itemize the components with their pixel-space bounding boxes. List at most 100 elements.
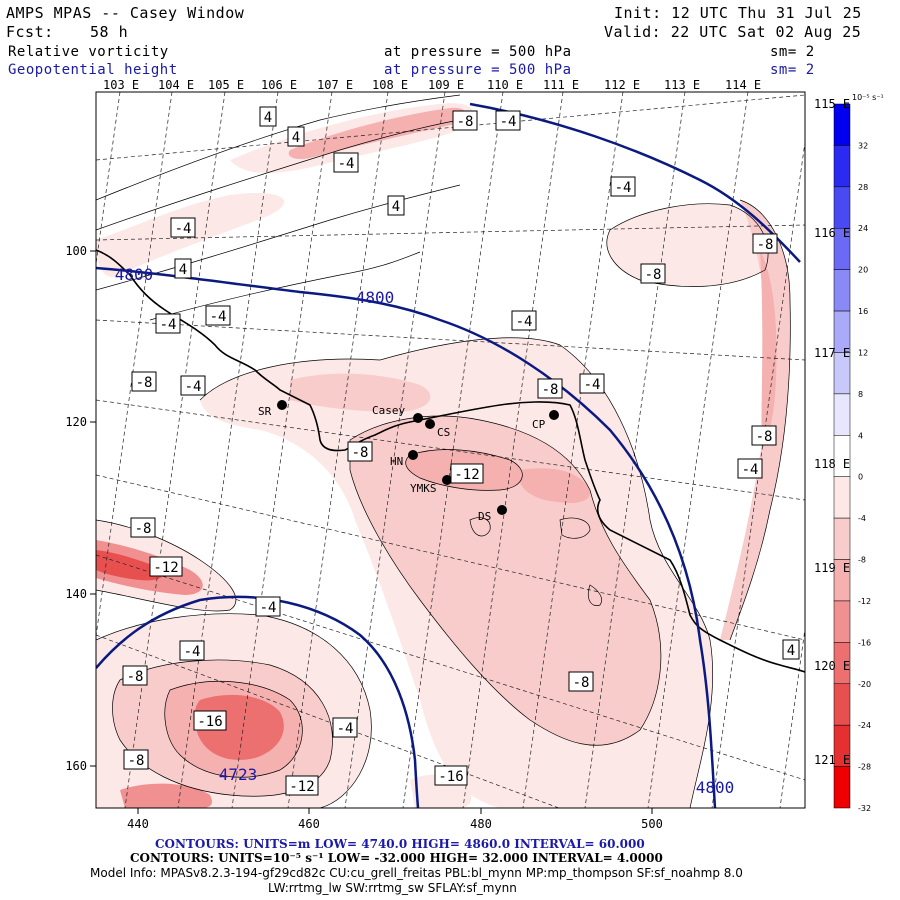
svg-text:-8: -8 bbox=[645, 267, 662, 283]
height-contour-info: CONTOURS: UNITS=m LOW= 4740.0 HIGH= 4860… bbox=[155, 837, 645, 851]
colorbar-level-label: -24 bbox=[858, 721, 871, 730]
vorticity-contour-label: -8 bbox=[537, 378, 563, 399]
colorbar-swatch bbox=[833, 476, 851, 519]
station-label: CP bbox=[532, 418, 546, 431]
vorticity-contour-label: -4 bbox=[170, 217, 196, 238]
vorticity-contour-label: -8 bbox=[751, 425, 777, 446]
svg-text:-4: -4 bbox=[338, 156, 355, 172]
vorticity-contour-label: -4 bbox=[179, 640, 205, 661]
colorbar-level-label: 4 bbox=[858, 431, 863, 440]
model-info-physics: LW:rrtmg_lw SW:rrtmg_sw SFLAY:sf_mynn bbox=[268, 881, 517, 895]
svg-text:4: 4 bbox=[392, 199, 400, 215]
svg-text:-16: -16 bbox=[438, 769, 463, 785]
svg-text:-8: -8 bbox=[756, 429, 773, 445]
vorticity-contour-label: -4 bbox=[255, 596, 281, 617]
y-tick-label: 120 bbox=[65, 415, 87, 429]
svg-text:-4: -4 bbox=[184, 644, 201, 660]
vorticity-contour-label: 4 bbox=[782, 639, 800, 660]
svg-text:-8: -8 bbox=[127, 669, 144, 685]
vorticity-contour-label: -8 bbox=[347, 441, 373, 462]
vorticity-contour-label: -4 bbox=[205, 305, 231, 326]
longitude-label-right: 121 E bbox=[814, 753, 850, 767]
svg-text:-4: -4 bbox=[260, 600, 277, 616]
colorbar-swatch bbox=[833, 517, 851, 560]
vorticity-contour-label: -4 bbox=[737, 458, 763, 479]
station-label: YMKS bbox=[410, 482, 437, 495]
longitude-label-top: 113 E bbox=[664, 78, 700, 92]
vorticity-contour-label: -8 bbox=[452, 110, 478, 131]
longitude-label-right: 115 E bbox=[814, 97, 850, 111]
height-contours bbox=[96, 102, 801, 808]
colorbar-level-label: 12 bbox=[858, 348, 868, 357]
model-title: AMPS MPAS -- Casey Window bbox=[6, 4, 245, 22]
colorbar-level-label: -4 bbox=[858, 514, 866, 523]
colorbar-level-label: -8 bbox=[858, 556, 866, 565]
colorbar-level-label: 32 bbox=[858, 141, 868, 150]
svg-text:4: 4 bbox=[787, 643, 795, 659]
vorticity-contour-label: -4 bbox=[180, 375, 206, 396]
vorticity-contour-label: -4 bbox=[511, 310, 537, 331]
svg-text:-8: -8 bbox=[757, 237, 774, 253]
svg-text:-8: -8 bbox=[128, 753, 145, 769]
colorbar-level-label: -12 bbox=[858, 597, 871, 606]
vorticity-contour-label: -4 bbox=[155, 313, 181, 334]
longitude-label-right: 118 E bbox=[814, 457, 850, 471]
colorbar-swatch bbox=[833, 600, 851, 643]
vorticity-contour-label: 4 bbox=[174, 258, 192, 279]
height-contour-label: 4800 bbox=[696, 778, 735, 797]
station-label: CS bbox=[437, 426, 450, 439]
longitude-label-right: 116 E bbox=[814, 226, 850, 240]
colorbar-level-label: 8 bbox=[858, 390, 863, 399]
height-contour-label: 4723 bbox=[219, 765, 258, 784]
vorticity-contour-label: 4 bbox=[387, 195, 405, 216]
longitude-label-top: 105 E bbox=[208, 78, 244, 92]
svg-text:-4: -4 bbox=[160, 317, 177, 333]
field1-level: at pressure = 500 hPa bbox=[384, 44, 572, 60]
colorbar-swatch bbox=[833, 766, 851, 809]
vorticity-contour-label: -4 bbox=[333, 152, 359, 173]
station-label: DS bbox=[478, 510, 491, 523]
colorbar-level-label: -32 bbox=[858, 804, 871, 813]
model-info: Model Info: MPASv8.2.3-194-gf29cd82c CU:… bbox=[90, 866, 743, 880]
y-tick-label: 140 bbox=[65, 587, 87, 601]
colorbar-level-label: -28 bbox=[858, 763, 871, 772]
vorticity-contour-label: -4 bbox=[610, 176, 636, 197]
svg-text:4: 4 bbox=[179, 262, 187, 278]
colorbar-level-label: -16 bbox=[858, 638, 871, 647]
station-markers bbox=[277, 400, 559, 515]
longitude-label-top: 107 E bbox=[317, 78, 353, 92]
vorticity-contour-label: -4 bbox=[579, 373, 605, 394]
longitude-label-top: 109 E bbox=[428, 78, 464, 92]
vorticity-contour-label: -8 bbox=[752, 233, 778, 254]
svg-text:-4: -4 bbox=[175, 221, 192, 237]
vorticity-contour-info: CONTOURS: UNITS=10⁻⁵ s⁻¹ LOW= -32.000 HI… bbox=[130, 851, 663, 865]
svg-text:-8: -8 bbox=[352, 445, 369, 461]
vorticity-contour-label: -8 bbox=[568, 671, 594, 692]
longitude-label-right: 119 E bbox=[814, 561, 850, 575]
vorticity-contour-label: -4 bbox=[495, 110, 521, 131]
station-label: HN bbox=[390, 455, 403, 468]
forecast-hour: 58 h bbox=[90, 23, 129, 41]
height-contour-label: 4800 bbox=[356, 288, 395, 307]
svg-text:-8: -8 bbox=[457, 114, 474, 130]
coastline bbox=[96, 249, 805, 673]
longitude-label-top: 110 E bbox=[487, 78, 523, 92]
field1-smoothing: sm= 2 bbox=[770, 44, 815, 60]
colorbar-swatch bbox=[833, 683, 851, 726]
colorbar-level-label: -20 bbox=[858, 680, 871, 689]
y-tick-label: 100 bbox=[65, 244, 87, 258]
x-tick-label: 440 bbox=[127, 817, 149, 831]
forecast-label: Fcst: bbox=[6, 23, 54, 41]
longitude-label-top: 112 E bbox=[604, 78, 640, 92]
valid-time: Valid: 22 UTC Sat 02 Aug 25 bbox=[604, 23, 862, 41]
svg-text:-4: -4 bbox=[615, 180, 632, 196]
svg-text:-12: -12 bbox=[454, 467, 479, 483]
svg-text:-8: -8 bbox=[136, 375, 153, 391]
station-label: Casey bbox=[372, 404, 405, 417]
svg-text:-8: -8 bbox=[542, 382, 559, 398]
vorticity-contour-label: -12 bbox=[285, 775, 319, 796]
svg-text:-12: -12 bbox=[153, 560, 178, 576]
longitude-label-top: 106 E bbox=[261, 78, 297, 92]
vorticity-contour-label: -4 bbox=[332, 717, 358, 738]
